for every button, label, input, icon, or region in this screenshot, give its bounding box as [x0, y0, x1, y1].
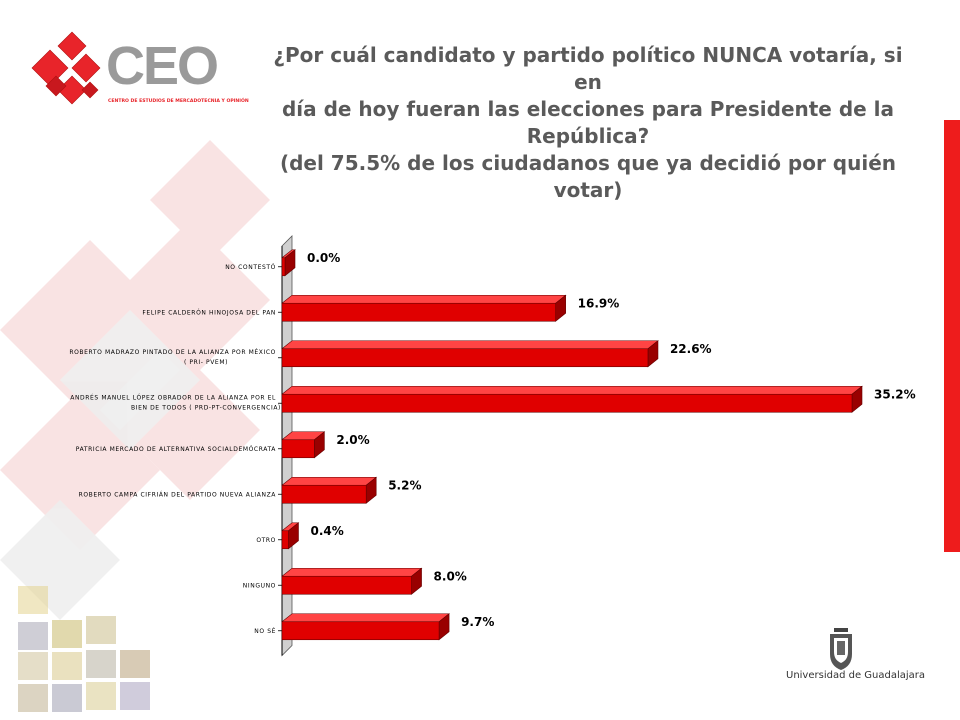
- title-line-1: ¿Por cuál candidato y partido político N…: [273, 43, 903, 94]
- bar-chart: 0.0% NO CONTESTÓ 16.9% FELIPE CALDERÓN HINO…: [69, 235, 916, 657]
- category-label-8: NO SÉ: [254, 627, 276, 635]
- bar-0: [281, 249, 296, 277]
- value-label-2: 22.6%: [670, 342, 712, 356]
- thumbnail-image: [52, 620, 82, 648]
- thumbnail-image: [18, 622, 48, 650]
- thumbnail-image: [120, 682, 150, 710]
- university-name: Universidad de Guadalajara: [786, 670, 926, 681]
- category-label-3: ANDRÉS MANUEL LÓPEZ OBRADOR DE LA ALIANZ…: [70, 393, 281, 411]
- ceo-logo: CEO CENTRO DE ESTUDIOS DE MERCADOTECNIA …: [31, 31, 249, 105]
- category-label-5: ROBERTO CAMPA CIFRIÁN DEL PARTIDO NUEVA …: [79, 491, 277, 498]
- value-label-8: 9.7%: [461, 615, 494, 629]
- value-label-7: 8.0%: [434, 569, 467, 583]
- bar-5: [281, 476, 378, 504]
- category-label-6: OTRO: [256, 537, 276, 544]
- photo-thumbnails: [18, 586, 150, 712]
- seal-icon: [830, 628, 852, 670]
- category-label-7: NINGUNO: [243, 582, 276, 589]
- value-label-3: 35.2%: [874, 387, 916, 401]
- thumbnail-image: [86, 616, 116, 644]
- right-accent-band: [944, 120, 960, 552]
- logo-subtitle: CENTRO DE ESTUDIOS DE MERCADOTECNIA Y OP…: [108, 97, 249, 104]
- bar-4: [281, 431, 326, 459]
- category-label-0: NO CONTESTÓ: [225, 264, 276, 271]
- title-line-3: República?: [526, 124, 650, 148]
- thumbnail-image: [120, 650, 150, 678]
- thumbnail-image: [86, 682, 116, 710]
- thumbnail-image: [18, 652, 48, 680]
- bar-6: [281, 522, 300, 550]
- bar-1: [281, 294, 567, 322]
- thumbnail-image: [52, 684, 82, 712]
- bar-3: [281, 385, 863, 413]
- bar-2: [281, 340, 659, 368]
- bar-7: [281, 567, 423, 595]
- value-label-0: 0.0%: [307, 251, 340, 265]
- category-label-1: FELIPE CALDERÓN HINOJOSA DEL PAN: [142, 309, 276, 316]
- thumbnail-image: [18, 684, 48, 712]
- logo-diamond-icon: [31, 31, 101, 105]
- chart-title: ¿Por cuál candidato y partido político N…: [262, 42, 914, 204]
- value-label-1: 16.9%: [578, 296, 620, 310]
- thumbnail-image: [52, 652, 82, 680]
- category-label-2: ROBERTO MADRAZO PINTADO DE LA ALIANZA PO…: [69, 348, 276, 366]
- logo-text: CEO: [106, 36, 217, 96]
- value-label-6: 0.4%: [310, 524, 343, 538]
- title-line-5: votar): [553, 178, 623, 202]
- thumbnail-image: [86, 650, 116, 678]
- thumbnail-image: [18, 586, 48, 614]
- university-seal: [830, 628, 852, 670]
- bar-8: [281, 613, 450, 641]
- title-line-4: (del 75.5% de los ciudadanos que ya deci…: [279, 151, 897, 175]
- category-label-4: PATRICIA MERCADO DE ALTERNATIVA SOCIALDE…: [76, 446, 276, 453]
- value-label-4: 2.0%: [336, 433, 369, 447]
- value-label-5: 5.2%: [388, 478, 421, 492]
- title-line-2: día de hoy fueran las elecciones para Pr…: [281, 97, 895, 121]
